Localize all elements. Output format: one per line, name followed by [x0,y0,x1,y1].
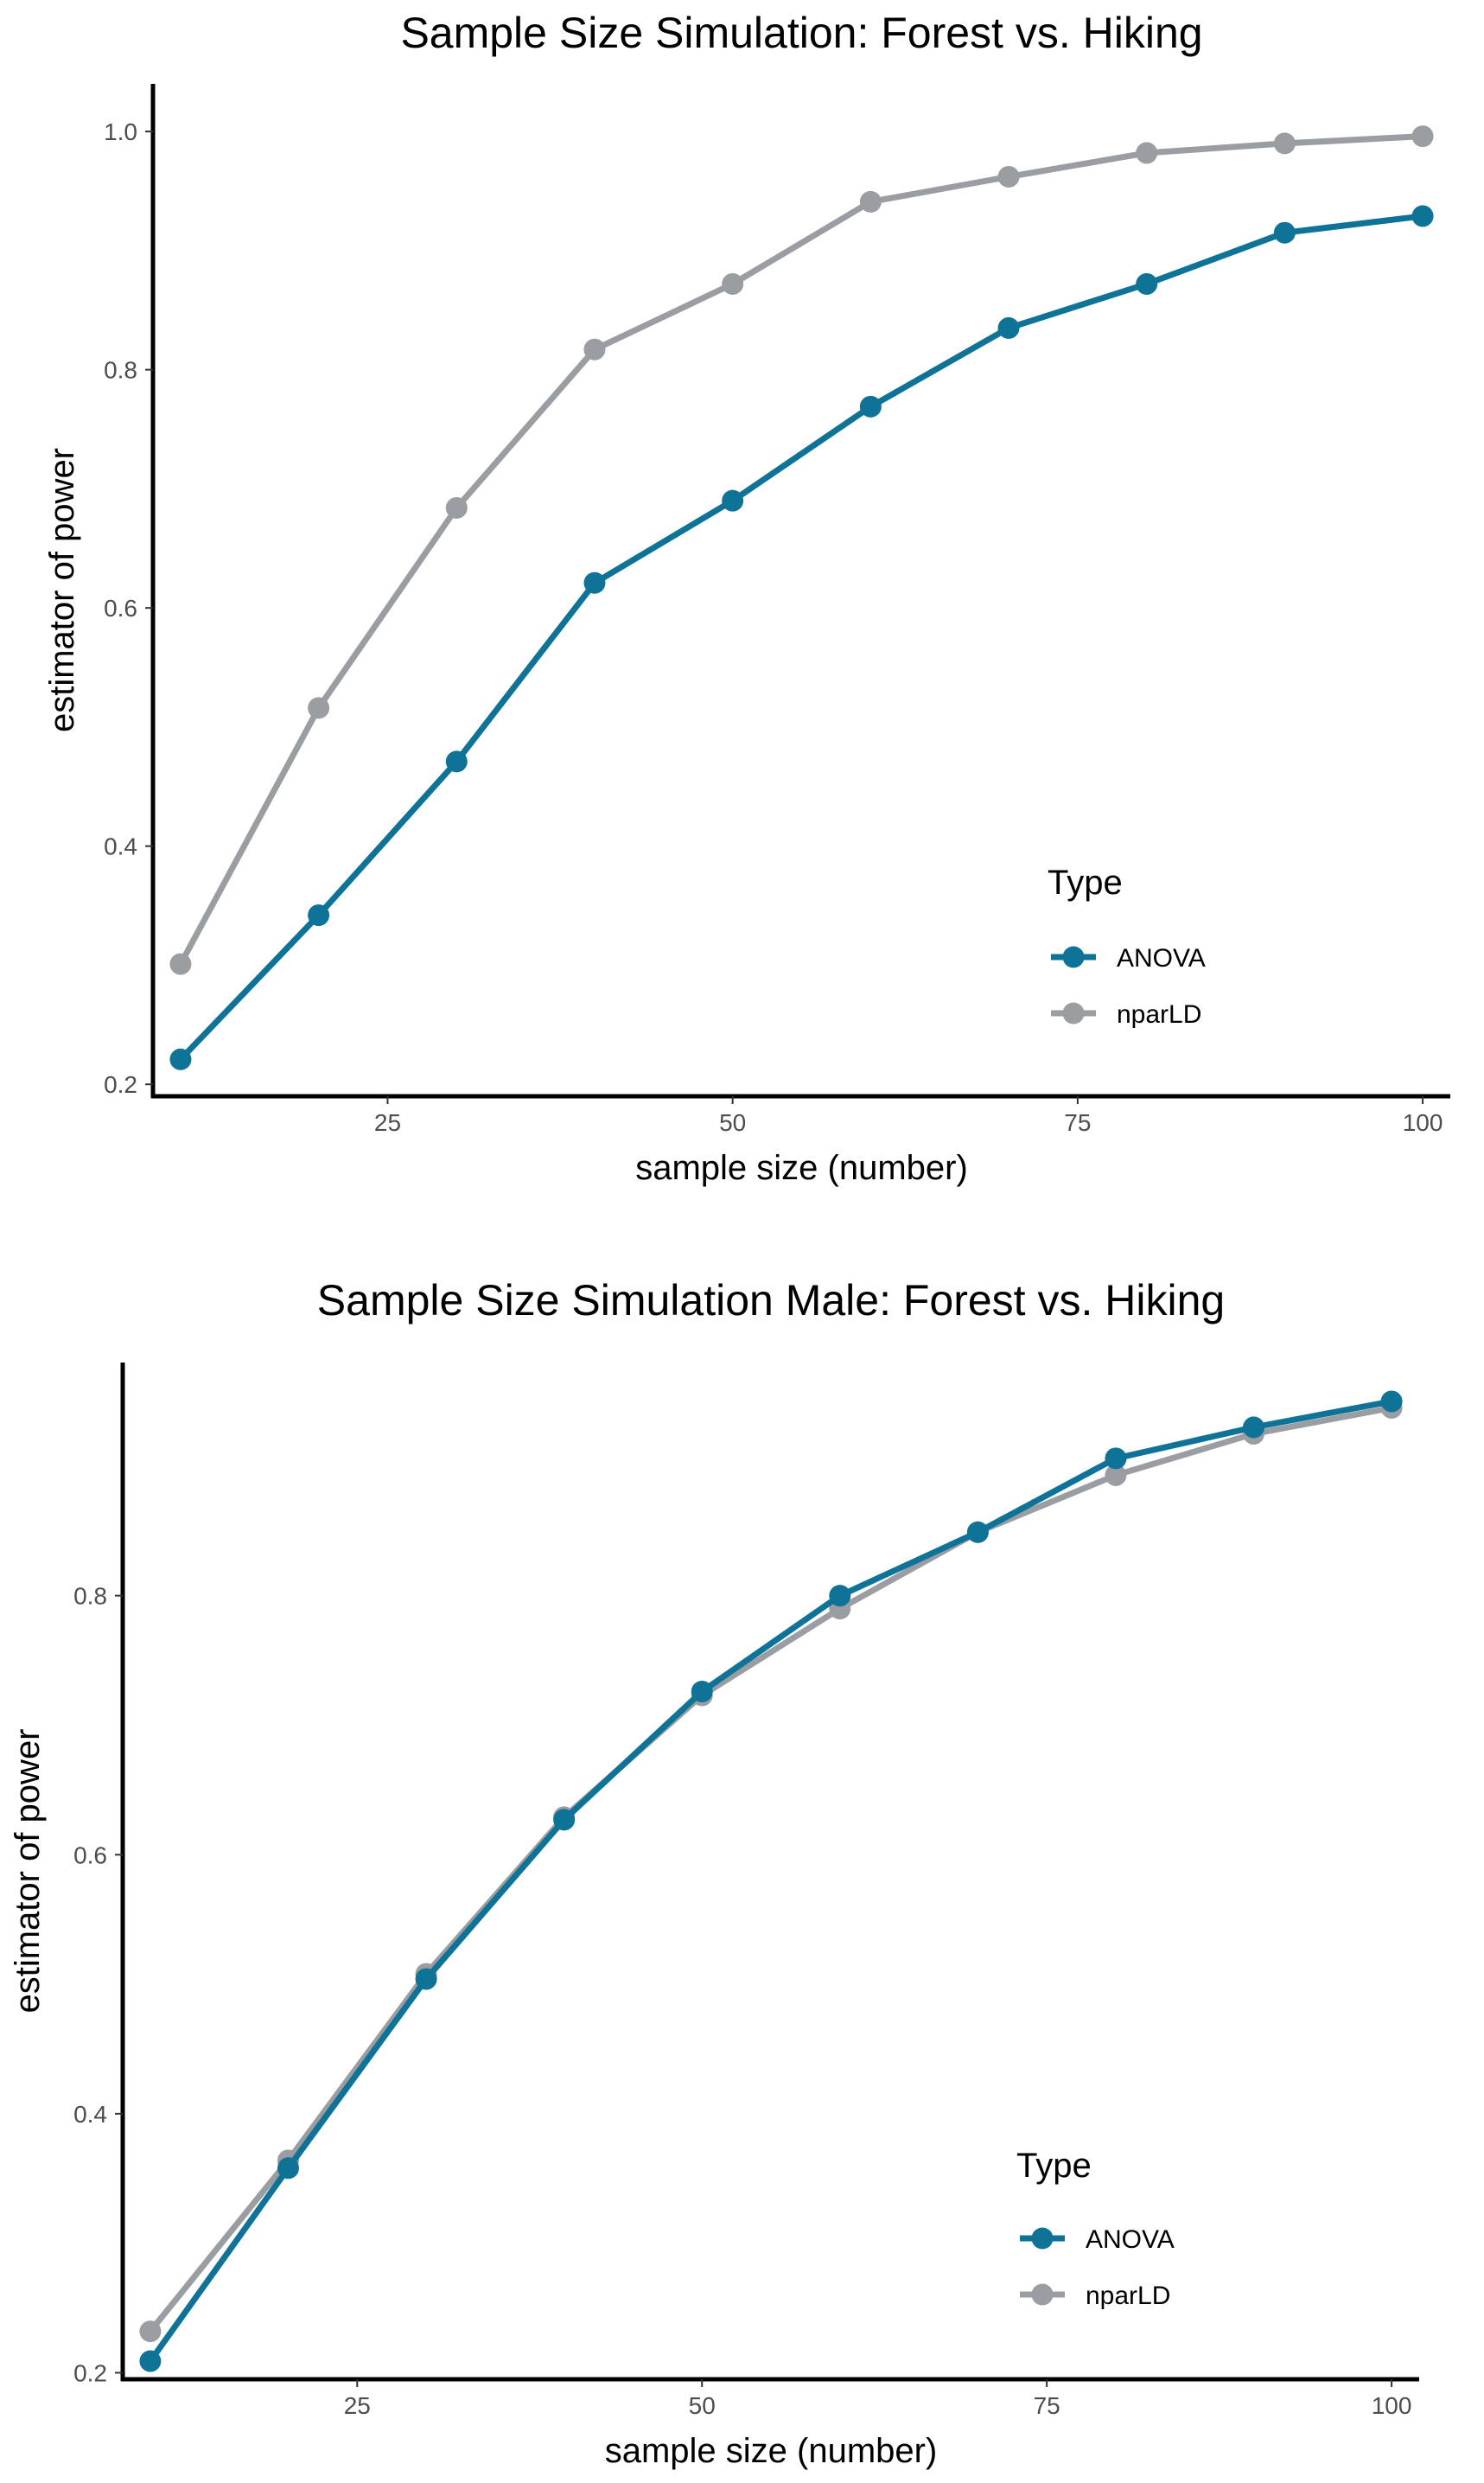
legend-key-point-anova [1062,946,1085,968]
data-point-nparld [1273,132,1296,155]
data-point-nparld [169,953,192,975]
series-line-nparld [177,133,1426,967]
series-line-nparld [147,1404,1395,2335]
data-point-anova [829,1585,851,1607]
data-point-anova [691,1681,713,1703]
legend-label-nparld: nparLD [1086,2282,1170,2310]
x-tick-label: 100 [1403,1109,1443,1136]
legend-label-nparld: nparLD [1117,1000,1201,1029]
data-point-anova [1380,1390,1403,1413]
series-line-anova [147,1398,1395,2365]
data-point-nparld [997,165,1020,188]
x-axis-label: sample size (number) [605,2432,938,2470]
y-tick-label: 0.4 [104,833,137,860]
legend-label-anova: ANOVA [1086,2225,1175,2254]
y-tick-label: 0.2 [73,2360,107,2387]
data-point-anova [277,2157,299,2180]
legend-title: Type [1048,864,1123,902]
data-point-anova [1273,221,1296,244]
data-point-anova [445,750,468,773]
chart-panel-1: Sample Size Simulation: Forest vs. Hikin… [43,9,1450,1187]
y-axis-label: estimator of power [43,448,81,732]
y-tick-label: 0.8 [73,1583,107,1610]
data-point-nparld [445,496,468,519]
chart-panel-2: Sample Size Simulation Male: Forest vs. … [0,1242,1484,2483]
x-tick-label: 50 [719,1109,746,1136]
x-tick-label: 25 [374,1109,401,1136]
x-tick-label: 75 [1034,2392,1060,2419]
data-point-anova [583,571,606,594]
y-tick-label: 0.2 [104,1071,137,1098]
x-axis-label: sample size (number) [635,1149,968,1187]
y-tick-label: 0.4 [73,2101,107,2128]
chart-2: Sample Size Simulation Male: Forest vs. … [9,1276,1419,2470]
data-point-anova [859,395,882,418]
data-point-anova [1105,1447,1127,1470]
x-tick-label: 100 [1372,2392,1412,2419]
chart-1: Sample Size Simulation: Forest vs. Hikin… [43,9,1450,1187]
data-point-anova [1136,272,1158,295]
data-point-nparld [1136,142,1158,164]
y-tick-label: 1.0 [104,118,137,145]
data-point-anova [169,1048,192,1070]
legend-key-point-nparld [1031,2283,1054,2306]
chart-title: Sample Size Simulation: Forest vs. Hikin… [400,9,1202,57]
data-point-anova [308,904,330,927]
data-point-anova [553,1809,576,1831]
x-tick-label: 50 [689,2392,716,2419]
x-tick-label: 75 [1064,1109,1091,1136]
chart-title: Sample Size Simulation Male: Forest vs. … [317,1276,1225,1324]
y-tick-label: 0.6 [73,1842,107,1868]
data-point-nparld [583,338,606,361]
y-tick-label: 0.8 [104,357,137,384]
y-axis-label: estimator of power [9,1728,47,2013]
series-line-anova [177,213,1426,1063]
data-point-anova [415,1968,437,1990]
legend-key-point-nparld [1062,1002,1085,1024]
data-point-nparld [139,2320,162,2343]
data-point-anova [722,489,744,512]
y-tick-label: 0.6 [104,595,137,622]
data-point-nparld [1105,1464,1127,1486]
data-point-anova [1243,1416,1265,1439]
data-point-nparld [722,272,744,295]
legend-label-anova: ANOVA [1117,944,1206,973]
legend-key-point-anova [1031,2227,1054,2250]
data-point-anova [1411,205,1434,227]
data-point-anova [997,316,1020,339]
data-point-nparld [1411,125,1434,148]
data-point-anova [139,2350,162,2372]
legend-title: Type [1016,2147,1092,2185]
data-point-anova [966,1521,989,1543]
data-point-nparld [859,190,882,213]
data-point-nparld [308,697,330,719]
x-tick-label: 25 [344,2392,371,2419]
